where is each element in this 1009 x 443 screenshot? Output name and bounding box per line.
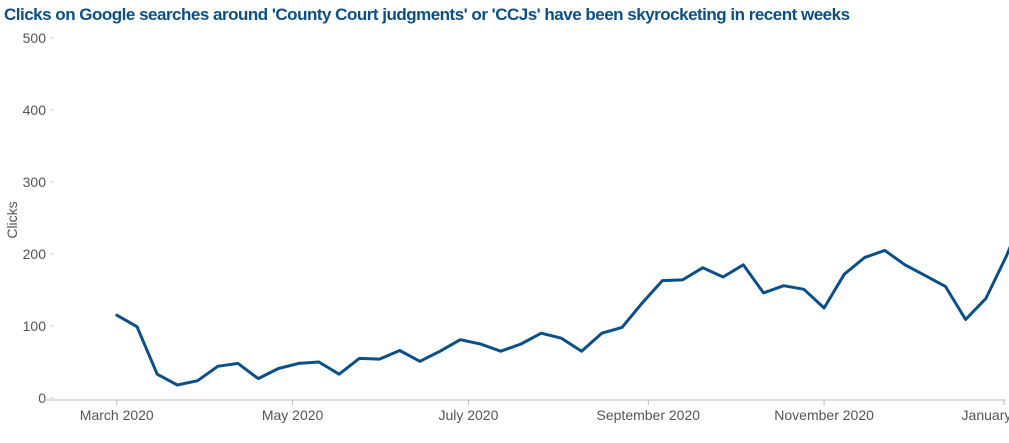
- y-tick-label: 200: [23, 246, 47, 262]
- y-axis-ticks: 0 100 200 300 400 500: [23, 30, 54, 406]
- x-tick-label: January 2021: [962, 407, 1009, 423]
- y-tick-label: 100: [23, 318, 47, 334]
- y-tick-label: 300: [23, 174, 47, 190]
- y-tick-label: 0: [38, 390, 46, 406]
- x-tick-label: May 2020: [262, 407, 324, 423]
- x-tick-label: July 2020: [438, 407, 498, 423]
- y-axis-label: Clicks: [4, 201, 20, 238]
- x-tick-label: March 2020: [80, 407, 154, 423]
- series-line: [115, 245, 1009, 387]
- x-tick-label: September 2020: [597, 407, 701, 423]
- x-tick-label: November 2020: [774, 407, 874, 423]
- y-tick-label: 400: [23, 102, 47, 118]
- chart-title: Clicks on Google searches around 'County…: [4, 5, 850, 24]
- series-layer: [115, 245, 1009, 387]
- y-tick-label: 500: [23, 30, 47, 46]
- x-axis: March 2020 May 2020 July 2020 September 202…: [44, 399, 1009, 423]
